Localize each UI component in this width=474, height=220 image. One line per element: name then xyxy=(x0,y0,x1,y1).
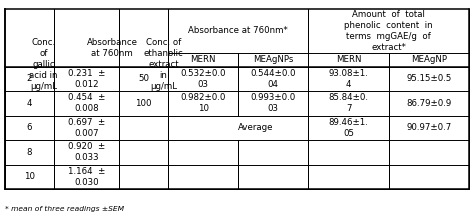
Text: 6: 6 xyxy=(27,123,32,132)
Text: MERN: MERN xyxy=(191,55,216,64)
Text: 0.454  ±
0.008: 0.454 ± 0.008 xyxy=(68,93,105,113)
Text: 90.97±0.7: 90.97±0.7 xyxy=(406,123,452,132)
Text: 50: 50 xyxy=(138,74,149,83)
Text: 0.920  ±
0.033: 0.920 ± 0.033 xyxy=(68,142,105,162)
Text: 0.532±0.0
03: 0.532±0.0 03 xyxy=(181,69,226,89)
Text: 0.697  ±
0.007: 0.697 ± 0.007 xyxy=(68,118,105,138)
Text: MEAgNPs: MEAgNPs xyxy=(253,55,293,64)
Text: 89.46±1.
05: 89.46±1. 05 xyxy=(328,118,368,138)
Text: 86.79±0.9: 86.79±0.9 xyxy=(406,99,452,108)
Text: Conc.
of
gallic
acid in
μg/mL: Conc. of gallic acid in μg/mL xyxy=(29,38,58,91)
Text: MEAgNP: MEAgNP xyxy=(411,55,447,64)
Text: Average: Average xyxy=(238,123,274,132)
Text: 0.544±0.0
04: 0.544±0.0 04 xyxy=(251,69,296,89)
Text: 10: 10 xyxy=(24,172,35,182)
Text: 95.15±0.5: 95.15±0.5 xyxy=(406,74,452,83)
Text: * mean of three readings ±SEM: * mean of three readings ±SEM xyxy=(5,206,124,212)
Text: MERN: MERN xyxy=(336,55,361,64)
Text: Absorbance
at 760nm: Absorbance at 760nm xyxy=(86,38,137,58)
Text: 0.993±0.0
03: 0.993±0.0 03 xyxy=(251,93,296,113)
Text: 0.231  ±
0.012: 0.231 ± 0.012 xyxy=(68,69,105,89)
Text: 4: 4 xyxy=(27,99,32,108)
Text: Amount  of  total
phenolic  content  in
terms  mgGAE/g  of
extract*: Amount of total phenolic content in term… xyxy=(345,10,433,52)
Text: 85.84±0.
7: 85.84±0. 7 xyxy=(328,93,369,113)
Text: 8: 8 xyxy=(27,148,32,157)
Text: 0.982±0.0
10: 0.982±0.0 10 xyxy=(181,93,226,113)
Text: 100: 100 xyxy=(135,99,152,108)
Text: 1.164  ±
0.030: 1.164 ± 0.030 xyxy=(68,167,105,187)
Text: Absorbance at 760nm*: Absorbance at 760nm* xyxy=(189,26,288,35)
Text: 93.08±1.
4: 93.08±1. 4 xyxy=(328,69,368,89)
Text: 2: 2 xyxy=(27,74,32,83)
Text: Conc. of
ethanolic
extract
in
μg/mL: Conc. of ethanolic extract in μg/mL xyxy=(144,38,183,91)
